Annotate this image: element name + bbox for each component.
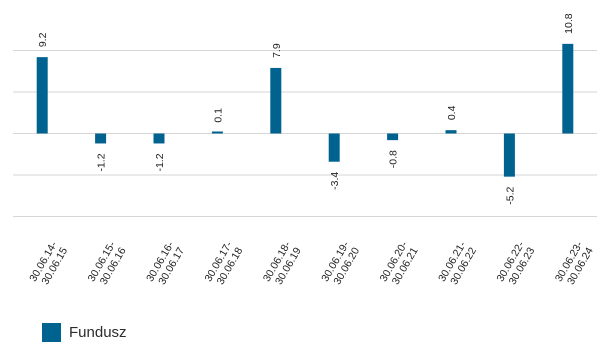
bar <box>562 43 574 134</box>
data-label: 0.1 <box>212 108 224 123</box>
bar <box>95 133 107 144</box>
bars <box>36 43 574 177</box>
data-label: -0.8 <box>388 150 400 168</box>
x-tick-label: 30.06.18-30.06.19 <box>261 239 304 290</box>
bar <box>36 57 48 134</box>
data-label: 10.8 <box>563 13 575 34</box>
data-label: -5.2 <box>504 187 516 205</box>
bar <box>445 130 457 134</box>
x-tick-label: 30.06.21-30.06.22 <box>436 239 479 290</box>
x-tick-label: 30.06.15-30.06.16 <box>86 239 129 290</box>
bar <box>270 67 282 134</box>
legend: Fundusz <box>42 323 127 342</box>
bar <box>387 133 399 141</box>
data-label: 9.2 <box>37 32 49 47</box>
bar <box>328 133 340 162</box>
data-label: 7.9 <box>271 43 283 58</box>
x-tick-label: 30.06.16-30.06.17 <box>144 239 187 290</box>
x-tick-label: 30.06.14-30.06.15 <box>27 239 70 290</box>
legend-label: Fundusz <box>69 324 127 341</box>
data-label: -3.4 <box>329 172 341 190</box>
x-tick-label: 30.06.19-30.06.20 <box>319 239 362 290</box>
x-tick-label: 30.06.22-30.06.23 <box>494 239 537 290</box>
x-tick-label: 30.06.20-30.06.21 <box>378 239 421 290</box>
data-label: 0.4 <box>446 105 458 120</box>
data-labels: 9.2 -1.2 -1.2 0.1 7.9 -3.4 -0.8 0.4 -5.2 10.8 <box>37 13 575 204</box>
data-label: -1.2 <box>154 153 166 171</box>
bar <box>503 133 515 177</box>
x-tick-label: 30.06.23-30.06.24 <box>553 239 596 290</box>
data-label: -1.2 <box>96 153 108 171</box>
bar <box>211 131 223 134</box>
legend-swatch <box>42 323 61 342</box>
gridlines <box>13 50 597 217</box>
x-tick-label: 30.06.17-30.06.18 <box>202 239 245 290</box>
bar <box>153 133 165 144</box>
bar-chart: 9.2 -1.2 -1.2 0.1 7.9 -3.4 -0.8 0.4 -5.2 10.8 30.… <box>13 13 597 290</box>
x-tick-labels: 30.06.14-30.06.15 30.06.15-30.06.16 30.06.… <box>27 239 596 290</box>
